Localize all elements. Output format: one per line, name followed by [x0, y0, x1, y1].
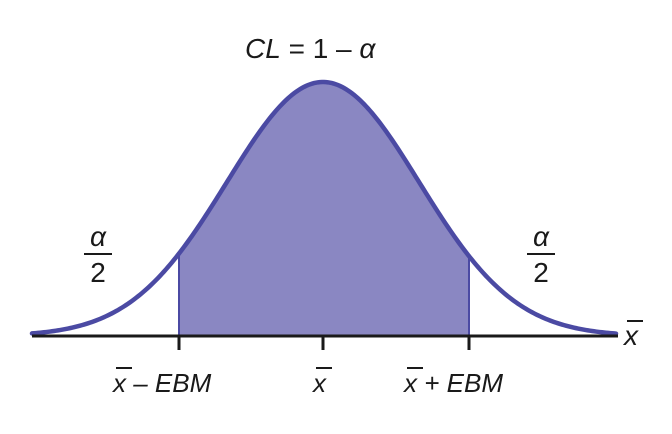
svg-text:x: x	[311, 368, 327, 398]
tick-label-lower: x – EBM	[111, 367, 212, 398]
confidence-level-title: CL = 1 – α	[245, 33, 376, 64]
svg-text:α: α	[533, 221, 550, 252]
tick-label-center: x	[311, 367, 332, 398]
right-tail-fraction: α 2	[527, 221, 555, 288]
left-tail-fraction: α 2	[84, 221, 112, 288]
svg-text:x – EBM: x – EBM	[111, 368, 212, 398]
confidence-region	[179, 82, 469, 336]
svg-text:x: x	[622, 320, 639, 351]
svg-text:2: 2	[533, 257, 549, 288]
axis-variable-label: x	[622, 320, 643, 351]
svg-text:2: 2	[90, 257, 106, 288]
tick-label-upper: x + EBM	[402, 367, 503, 398]
normal-curve	[29, 79, 619, 336]
svg-text:x + EBM: x + EBM	[402, 368, 503, 398]
svg-text:α: α	[90, 221, 107, 252]
